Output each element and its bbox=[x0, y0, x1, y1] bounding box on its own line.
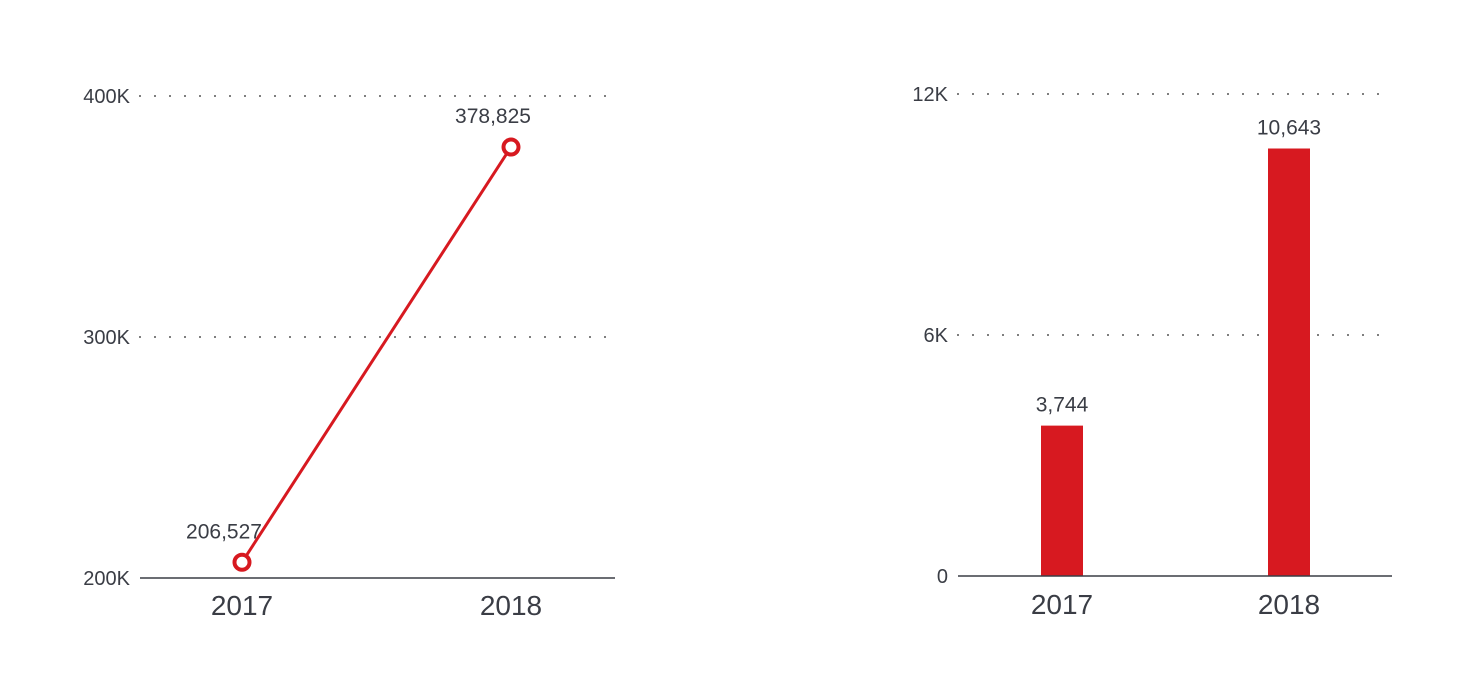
x-tick-label: 2018 bbox=[480, 590, 542, 621]
y-tick-label: 12K bbox=[912, 84, 948, 106]
data-point-marker bbox=[232, 552, 252, 572]
y-tick-label: 0 bbox=[937, 566, 948, 588]
y-tick-label: 6K bbox=[924, 325, 949, 347]
y-tick-label: 200K bbox=[83, 568, 130, 590]
bar bbox=[1041, 425, 1083, 576]
x-tick-label: 2018 bbox=[1258, 589, 1320, 620]
data-label: 206,527 bbox=[186, 520, 262, 543]
data-label: 10,643 bbox=[1257, 117, 1321, 140]
y-tick-label: 300K bbox=[83, 327, 130, 349]
y-tick-label: 400K bbox=[83, 86, 130, 108]
data-label: 3,744 bbox=[1036, 394, 1089, 417]
x-tick-label: 2017 bbox=[1031, 589, 1093, 620]
series-line bbox=[240, 146, 513, 564]
bar-chart: 0 6K 12K 3,744 10,643 2017 2018 bbox=[912, 84, 1393, 620]
data-label: 378,825 bbox=[455, 105, 531, 128]
bar bbox=[1268, 148, 1310, 576]
data-point-marker bbox=[501, 137, 521, 157]
line-chart: 200K 300K 400K 2017 2018 206,527 378,825 bbox=[83, 86, 616, 621]
x-tick-label: 2017 bbox=[211, 590, 273, 621]
